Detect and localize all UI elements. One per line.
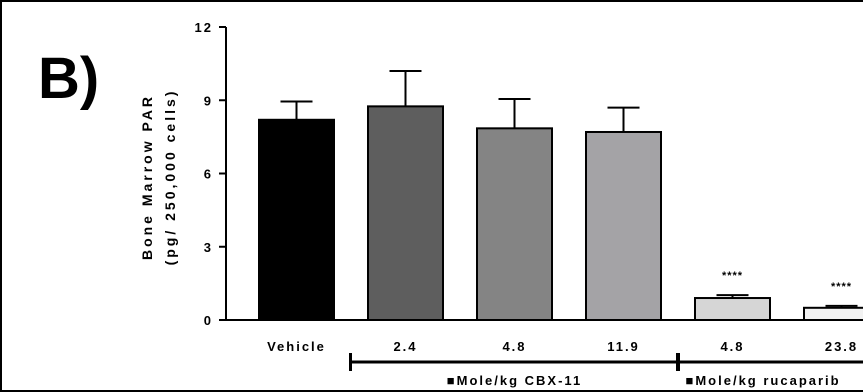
bars <box>258 105 863 321</box>
y-tick-label: 3 <box>204 240 213 255</box>
y-tick-label: 0 <box>204 313 213 328</box>
significance-label: **** <box>722 270 743 282</box>
group-label: ■Mole/kg CBX-11 <box>447 373 582 388</box>
panel-letter: B) <box>38 46 99 111</box>
y-axis-title: Bone Marrow PAR (pg/ 250,000 cells) <box>139 89 178 266</box>
group-label: ■Mole/kg rucaparib <box>686 373 841 388</box>
bar <box>258 118 335 321</box>
x-tick-label: 23.8 <box>825 339 858 354</box>
bar <box>585 130 662 321</box>
y-axis-title-line1: Bone Marrow PAR <box>139 94 155 260</box>
x-tick-label: 4.8 <box>720 339 744 354</box>
significance-label: **** <box>831 281 852 293</box>
error-bars <box>280 69 858 308</box>
x-tick-label: 2.4 <box>393 339 417 354</box>
dose-groups: ■Mole/kg CBX-11 ■Mole/kg rucaparib <box>349 353 863 388</box>
x-tick-label: Vehicle <box>267 339 326 354</box>
x-tick-label: 4.8 <box>502 339 526 354</box>
y-axis-title-line2: (pg/ 250,000 cells) <box>162 89 178 266</box>
x-tick-labels: Vehicle 2.4 4.8 11.9 4.8 23.8 <box>267 339 858 354</box>
bar <box>476 127 553 321</box>
y-tick-label: 6 <box>204 167 213 182</box>
bar <box>367 105 444 321</box>
x-tick-label: 11.9 <box>607 339 640 354</box>
y-tick-label: 9 <box>204 93 213 108</box>
y-tick-label: 12 <box>195 20 213 35</box>
bar <box>694 297 771 321</box>
bar <box>803 306 863 321</box>
significance-labels: **** **** <box>722 270 852 293</box>
